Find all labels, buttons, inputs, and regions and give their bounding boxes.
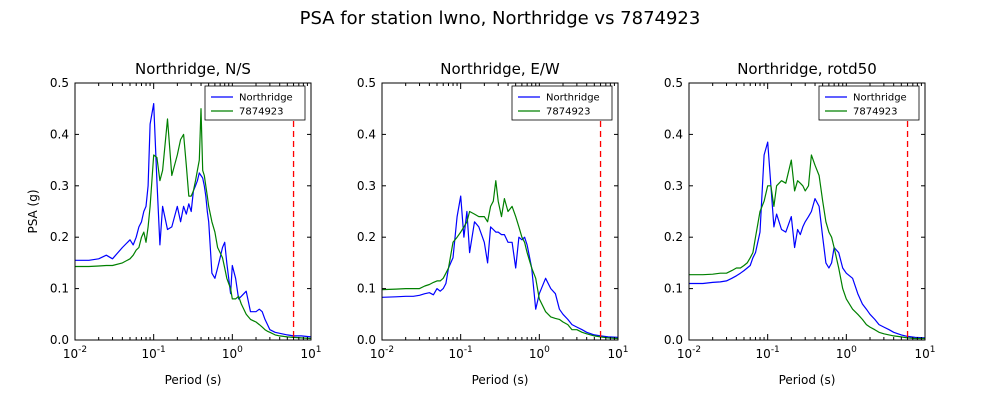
y-tick-label: 0.0 (664, 333, 683, 347)
series-line-northridge (382, 195, 618, 338)
plot-frame (381, 82, 619, 341)
x-tick-label: 10-2 (677, 345, 701, 361)
x-tick-label: 10-1 (449, 345, 473, 361)
y-tick-label: 0.5 (357, 76, 376, 90)
plot-frame (688, 82, 926, 341)
legend-label: Northridge (546, 93, 600, 104)
x-tick-label: 101 (607, 345, 628, 361)
y-tick-label: 0.3 (357, 179, 376, 193)
legend-label: 7874923 (853, 107, 898, 118)
legend-label: Northridge (239, 93, 293, 104)
y-axis-label: PSA (g) (26, 189, 40, 233)
panel-title: Northridge, N/S (135, 60, 251, 78)
x-tick-label: 100 (529, 345, 550, 361)
y-tick-label: 0.5 (50, 76, 69, 90)
legend-box (511, 85, 613, 121)
series-line-northridge (75, 102, 311, 338)
chart-panel-1: Northridge, N/S 0.0 0.1 0.2 0.3 0.4 0.5 10-2 10-… (26, 60, 322, 387)
x-tick-label: 10-2 (370, 345, 394, 361)
legend-label: 7874923 (546, 107, 591, 118)
panel-title: Northridge, E/W (440, 60, 560, 78)
legend-label: 7874923 (239, 107, 284, 118)
y-tick-label: 0.1 (357, 282, 376, 296)
x-axis-label: Period (s) (779, 373, 836, 387)
legend-box (818, 85, 920, 121)
x-tick-label: 10-1 (142, 345, 166, 361)
legend-box (204, 85, 306, 121)
y-tick-label: 0.2 (357, 230, 376, 244)
y-tick-label: 0.5 (664, 76, 683, 90)
x-tick-label: 10-2 (63, 345, 87, 361)
chart-panel-2: Northridge, E/W 0.0 0.1 0.2 0.3 0.4 0.5 10-2 10-… (357, 60, 629, 387)
x-tick-label: 101 (914, 345, 935, 361)
y-tick-label: 0.2 (50, 230, 69, 244)
series-line-7874923 (689, 154, 925, 340)
x-axis-label: Period (s) (472, 373, 529, 387)
plot-frame (74, 82, 312, 341)
series-line-northridge (689, 141, 925, 339)
x-axis-label: Period (s) (165, 373, 222, 387)
y-tick-label: 0.0 (50, 333, 69, 347)
y-tick-label: 0.4 (664, 127, 683, 141)
y-tick-label: 0.3 (664, 179, 683, 193)
legend: Northridge 7874923 (511, 85, 613, 121)
chart-panel-3: Northridge, rotd50 0.0 0.1 0.2 0.3 0.4 0.5 10-2… (664, 60, 936, 387)
series-line-7874923 (75, 108, 311, 340)
y-tick-label: 0.0 (357, 333, 376, 347)
y-tick-label: 0.3 (50, 179, 69, 193)
x-tick-label: 10-1 (756, 345, 780, 361)
y-tick-label: 0.2 (664, 230, 683, 244)
x-tick-label: 101 (300, 345, 321, 361)
y-tick-label: 0.4 (357, 127, 376, 141)
y-tick-label: 0.4 (50, 127, 69, 141)
y-tick-label: 0.1 (50, 282, 69, 296)
x-tick-label: 100 (222, 345, 243, 361)
legend: Northridge 7874923 (204, 85, 306, 121)
panel-title: Northridge, rotd50 (737, 60, 877, 78)
figure-suptitle: PSA for station lwno, Northridge vs 7874… (300, 8, 701, 29)
legend: Northridge 7874923 (818, 85, 920, 121)
x-tick-label: 100 (836, 345, 857, 361)
y-tick-label: 0.1 (664, 282, 683, 296)
legend-label: Northridge (853, 93, 907, 104)
series-line-7874923 (382, 180, 618, 340)
